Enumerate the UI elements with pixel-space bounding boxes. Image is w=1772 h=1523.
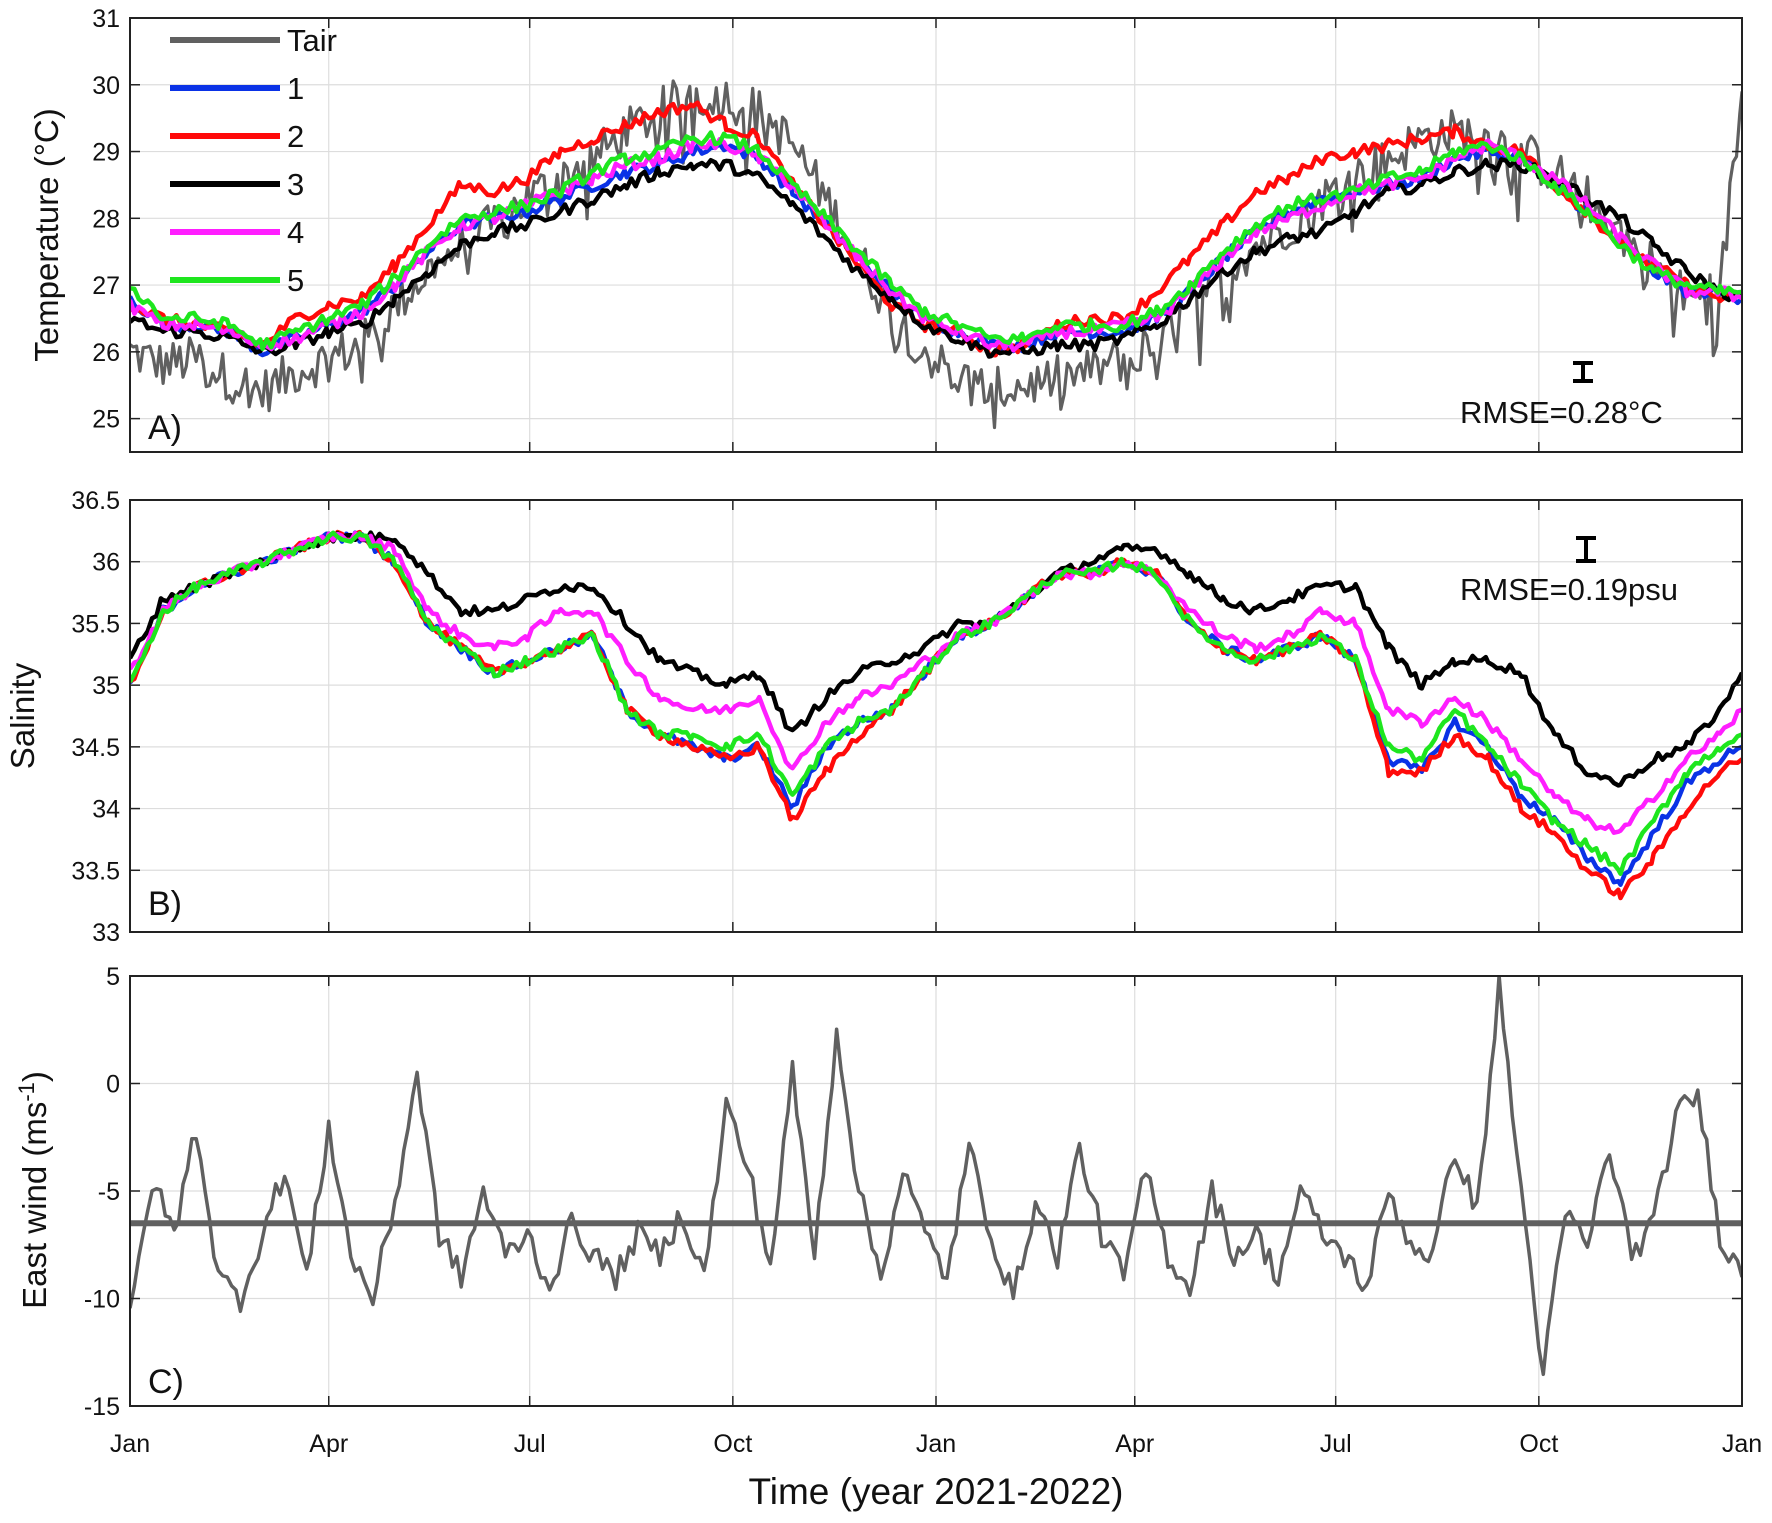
y-tick-label: 35 xyxy=(92,672,120,700)
east-wind-ylabel-end: ) xyxy=(16,1071,53,1082)
y-tick-label: 30 xyxy=(92,72,120,100)
series-line-5 xyxy=(130,530,1742,876)
panel-label-a: A) xyxy=(148,409,182,447)
y-tick-label: 34.5 xyxy=(71,734,120,762)
y-tick-label: 25 xyxy=(92,406,120,434)
y-tick-label: 31 xyxy=(92,5,120,33)
legend: Tair 1 2 3 4 5 xyxy=(170,23,337,298)
salinity-series-group xyxy=(130,529,1742,901)
legend-label-2: 2 xyxy=(287,119,304,154)
y-tick-label: 0 xyxy=(106,1071,120,1099)
salinity-grid xyxy=(129,499,1743,933)
temperature-errorbar xyxy=(1573,361,1593,383)
east-wind-ylabel: East wind (ms-1) xyxy=(14,1071,53,1309)
temperature-series-group xyxy=(130,79,1742,430)
y-tick-label: -10 xyxy=(84,1286,120,1314)
east-wind-xticks xyxy=(129,976,1743,1406)
y-tick-label: 35.5 xyxy=(71,610,120,638)
salinity-xticks xyxy=(129,500,1743,932)
y-tick-label: 28 xyxy=(92,205,120,233)
y-tick-label: 33.5 xyxy=(71,857,120,885)
legend-label-Tair: Tair xyxy=(287,23,337,58)
panel-label-c: C) xyxy=(148,1363,184,1401)
x-axis-label: Time (year 2021-2022) xyxy=(749,1471,1124,1512)
x-tick-label: Jan xyxy=(110,1430,150,1458)
east-wind-ylabel-main: East wind (ms xyxy=(16,1102,53,1309)
temperature-rmse: RMSE=0.28°C xyxy=(1460,395,1663,430)
salinity-yticks: 33 33.5 34 34.5 35 35.5 36 36.5 xyxy=(71,487,1742,947)
y-tick-label: -5 xyxy=(98,1178,120,1206)
east-wind-panel: -15 -10 -5 0 5 East wind (ms-1) C) xyxy=(14,963,1743,1421)
x-tick-label: Apr xyxy=(309,1430,348,1458)
east-wind-yticks: -15 -10 -5 0 5 xyxy=(84,963,1742,1421)
legend-label-1: 1 xyxy=(287,71,304,106)
y-tick-label: 5 xyxy=(106,963,120,991)
y-tick-label: 36.5 xyxy=(71,487,120,515)
x-tick-label: Apr xyxy=(1115,1430,1154,1458)
salinity-errorbar xyxy=(1576,536,1596,563)
legend-label-4: 4 xyxy=(287,215,304,250)
series-line-3 xyxy=(130,530,1742,788)
x-tick-label: Jul xyxy=(514,1430,546,1458)
y-tick-label: 34 xyxy=(92,796,120,824)
panel-label-b: B) xyxy=(148,885,182,923)
east-wind-ylabel-sup: -1 xyxy=(14,1082,39,1102)
y-tick-label: 33 xyxy=(92,919,120,947)
east-wind-series-group xyxy=(130,976,1742,1377)
x-tick-label: Jan xyxy=(1722,1430,1762,1458)
x-tick-labels: Jan Apr Jul Oct Jan Apr Jul Oct Jan xyxy=(110,1430,1762,1458)
salinity-panel: 33 33.5 34 34.5 35 35.5 36 36.5 Salinity B) RMS… xyxy=(4,487,1743,947)
series-line-5 xyxy=(130,130,1742,351)
series-line-2 xyxy=(130,100,1742,358)
y-tick-label: 26 xyxy=(92,339,120,367)
salinity-ylabel: Salinity xyxy=(4,662,41,769)
x-tick-label: Oct xyxy=(713,1430,752,1458)
y-tick-label: 29 xyxy=(92,139,120,167)
series-line-4 xyxy=(130,530,1742,835)
salinity-rmse: RMSE=0.19psu xyxy=(1460,572,1678,607)
temperature-ylabel: Temperature (°C) xyxy=(28,108,65,361)
x-tick-label: Oct xyxy=(1519,1430,1558,1458)
series-line-3 xyxy=(130,157,1742,359)
legend-label-5: 5 xyxy=(287,263,304,298)
series-line-wind xyxy=(130,976,1742,1377)
y-tick-label: 36 xyxy=(92,549,120,577)
y-tick-label: 27 xyxy=(92,272,120,300)
temperature-xticks xyxy=(129,18,1743,452)
x-tick-label: Jan xyxy=(916,1430,956,1458)
y-tick-label: -15 xyxy=(84,1393,120,1421)
x-tick-label: Jul xyxy=(1320,1430,1352,1458)
legend-label-3: 3 xyxy=(287,167,304,202)
